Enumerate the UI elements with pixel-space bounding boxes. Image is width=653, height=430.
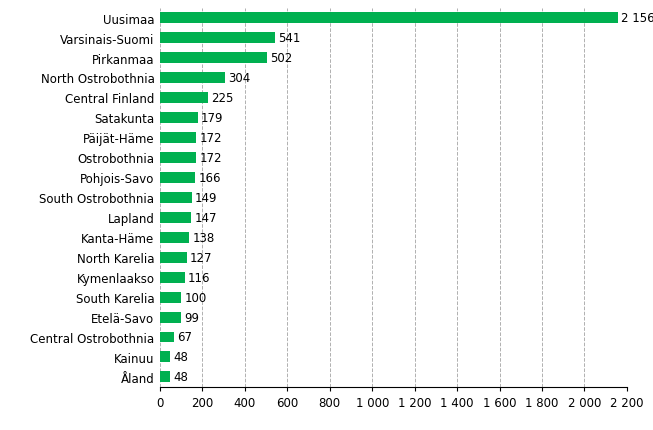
Text: 127: 127: [190, 251, 213, 264]
Text: 502: 502: [270, 52, 292, 65]
Text: 172: 172: [200, 151, 222, 164]
Bar: [160, 153, 197, 163]
Text: 138: 138: [193, 231, 215, 244]
Bar: [160, 372, 170, 383]
Text: 99: 99: [184, 311, 199, 324]
Bar: [160, 132, 197, 144]
Bar: [160, 332, 174, 343]
Bar: [160, 192, 191, 203]
Bar: [160, 33, 275, 44]
Text: 179: 179: [201, 112, 224, 125]
Bar: [160, 212, 191, 223]
Text: 304: 304: [228, 72, 250, 85]
Bar: [160, 252, 187, 263]
Bar: [160, 312, 181, 323]
Text: 100: 100: [184, 291, 206, 304]
Text: 541: 541: [278, 32, 300, 45]
Bar: [160, 53, 266, 64]
Text: 149: 149: [195, 191, 217, 204]
Bar: [160, 352, 170, 362]
Bar: [160, 172, 195, 183]
Bar: [160, 93, 208, 104]
Text: 147: 147: [195, 211, 217, 224]
Text: 225: 225: [211, 92, 233, 105]
Text: 67: 67: [178, 331, 193, 344]
Text: 116: 116: [188, 271, 210, 284]
Bar: [160, 232, 189, 243]
Bar: [160, 13, 618, 24]
Text: 2 156: 2 156: [621, 12, 653, 25]
Text: 166: 166: [199, 172, 221, 184]
Bar: [160, 272, 185, 283]
Bar: [160, 113, 198, 123]
Text: 172: 172: [200, 132, 222, 144]
Text: 48: 48: [173, 371, 188, 384]
Bar: [160, 292, 181, 303]
Bar: [160, 73, 225, 84]
Text: 48: 48: [173, 350, 188, 364]
